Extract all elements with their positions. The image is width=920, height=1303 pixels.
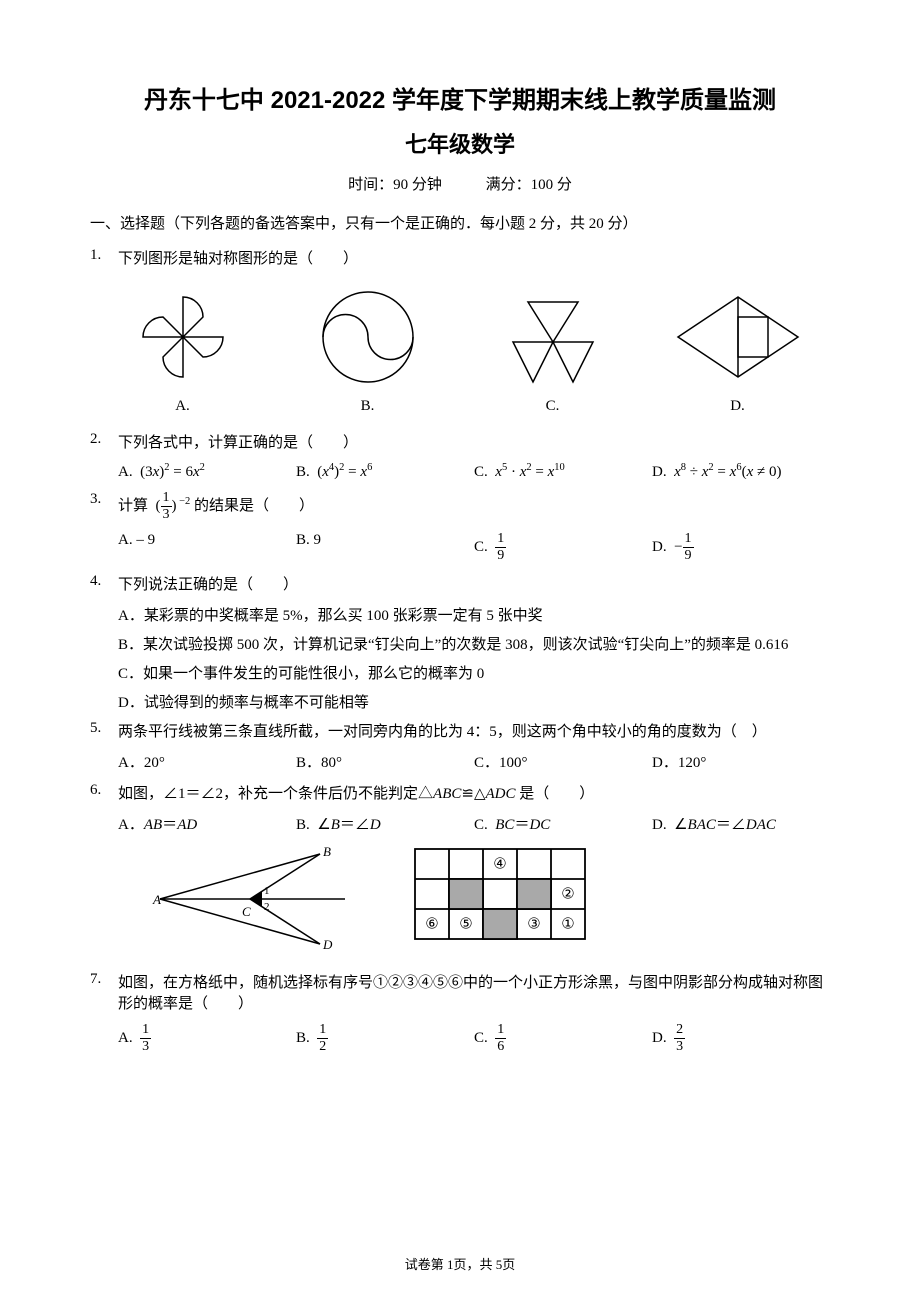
q7-opt-c: C. 16: [474, 1023, 652, 1054]
q6-stem: 如图，∠1＝∠2，补充一个条件后仍不能判定△ABC≌△ADC 是（ ）: [118, 782, 830, 803]
q2-num: 2.: [90, 431, 118, 452]
svg-text:D: D: [322, 937, 333, 952]
page-title-1: 丹东十七中 2021-2022 学年度下学期期末线上教学质量监测: [90, 80, 830, 115]
exam-fullmark: 满分：100 分: [486, 177, 572, 193]
q1-stem: 下列图形是轴对称图形的是（ ）: [118, 247, 830, 268]
q6-opt-b: B. ∠B＝∠D: [296, 813, 474, 834]
q1-label-c: C.: [460, 398, 645, 415]
q4-opt-b: B．某次试验投掷 500 次，计算机记录“钉尖向上”的次数是 308，则该次试验…: [118, 633, 830, 654]
grid-cell-1: ①: [561, 916, 574, 932]
question-5: 5. 两条平行线被第三条直线所截，一对同旁内角的比为 4：5，则这两个角中较小的…: [90, 720, 830, 741]
q6-options: A．AB＝AD B. ∠B＝∠D C. BC＝DC D. ∠BAC＝∠DAC: [118, 813, 830, 834]
q4-opt-d: D．试验得到的频率与概率不可能相等: [118, 691, 830, 712]
q7-stem: 如图，在方格纸中，随机选择标有序号①②③④⑤⑥中的一个小正方形涂黑，与图中阴影部…: [118, 971, 830, 1013]
svg-text:B: B: [323, 844, 331, 859]
question-4: 4. 下列说法正确的是（ ）: [90, 573, 830, 594]
q5-opt-c: C．100°: [474, 751, 652, 772]
q4-opt-a: A．某彩票的中奖概率是 5%，那么买 100 张彩票一定有 5 张中奖: [118, 604, 830, 625]
q7-num: 7.: [90, 971, 118, 1013]
q1-fig-a: [90, 282, 275, 392]
grid-cell-3: ③: [527, 916, 540, 932]
question-3: 3. 计算 (13) −2 的结果是（ ）: [90, 491, 830, 522]
q1-label-b: B.: [275, 398, 460, 415]
svg-text:A: A: [152, 892, 161, 907]
svg-text:C: C: [242, 904, 251, 919]
question-2: 2. 下列各式中，计算正确的是（ ）: [90, 431, 830, 452]
q5-stem: 两条平行线被第三条直线所截，一对同旁内角的比为 4：5，则这两个角中较小的角的度…: [118, 720, 830, 741]
q6-num: 6.: [90, 782, 118, 803]
q3-opt-d: D. −19: [652, 532, 830, 563]
question-1: 1. 下列图形是轴对称图形的是（ ）: [90, 247, 830, 268]
page-footer: 试卷第 1页，共 5页: [0, 1254, 920, 1273]
grid-cell-4: ④: [493, 856, 506, 872]
exam-time: 时间：90 分钟: [348, 177, 442, 193]
q2-opt-b: B. (x4)2 = x6: [296, 462, 474, 481]
svg-text:2: 2: [264, 901, 270, 913]
q7-opt-a: A. 13: [118, 1023, 296, 1054]
q5-num: 5.: [90, 720, 118, 741]
q2-options: A. (3x)2 = 6x2 B. (x4)2 = x6 C. x5 · x2 …: [118, 462, 830, 481]
q2-opt-a: A. (3x)2 = 6x2: [118, 462, 296, 481]
q6-opt-a: A．AB＝AD: [118, 813, 296, 834]
q5-options: A．20° B．80° C．100° D．120°: [118, 751, 830, 772]
q4-opt-c: C．如果一个事件发生的可能性很小，那么它的概率为 0: [118, 662, 830, 683]
q3-opt-c: C. 19: [474, 532, 652, 563]
q4-num: 4.: [90, 573, 118, 594]
q1-num: 1.: [90, 247, 118, 268]
q1-fig-c: [460, 282, 645, 392]
q1-fig-b: [275, 282, 460, 392]
q1-label-a: A.: [90, 398, 275, 415]
grid-cell-2: ②: [561, 886, 574, 902]
q3-stem: 计算 (13) −2 的结果是（ ）: [118, 491, 830, 522]
q5-opt-a: A．20°: [118, 751, 296, 772]
q3-opt-b: B. 9: [296, 532, 474, 563]
question-7: 7. 如图，在方格纸中，随机选择标有序号①②③④⑤⑥中的一个小正方形涂黑，与图中…: [90, 971, 830, 1013]
q2-stem: 下列各式中，计算正确的是（ ）: [118, 431, 830, 452]
q3-opt-a: A. – 9: [118, 532, 296, 563]
q5-opt-b: B．80°: [296, 751, 474, 772]
exam-meta: 时间：90 分钟 满分：100 分: [90, 173, 830, 194]
q6-opt-d: D. ∠BAC＝∠DAC: [652, 813, 830, 834]
q7-grid-figure: ④ ② ⑥ ⑤ ③ ①: [410, 844, 590, 959]
q3-options: A. – 9 B. 9 C. 19 D. −19: [118, 532, 830, 563]
q7-opt-b: B. 12: [296, 1023, 474, 1054]
q1-fig-d: [645, 282, 830, 392]
grid-cell-6: ⑥: [425, 916, 438, 932]
q7-options: A. 13 B. 12 C. 16 D. 23: [118, 1023, 830, 1054]
q6-opt-c: C. BC＝DC: [474, 813, 652, 834]
q1-labels: A. B. C. D.: [90, 398, 830, 415]
question-6: 6. 如图，∠1＝∠2，补充一个条件后仍不能判定△ABC≌△ADC 是（ ）: [90, 782, 830, 803]
q5-opt-d: D．120°: [652, 751, 830, 772]
q6-figures: A B D C 1 2: [150, 844, 830, 959]
q2-opt-d: D. x8 ÷ x2 = x6(x ≠ 0): [652, 462, 830, 481]
section-1-header: 一、选择题（下列各题的备选答案中，只有一个是正确的．每小题 2 分，共 20 分…: [90, 212, 830, 233]
q2-opt-c: C. x5 · x2 = x10: [474, 462, 652, 481]
page-title-2: 七年级数学: [90, 127, 830, 159]
q7-opt-d: D. 23: [652, 1023, 830, 1054]
q6-triangle-figure: A B D C 1 2: [150, 844, 350, 959]
q3-num: 3.: [90, 491, 118, 522]
q1-figures: [90, 282, 830, 392]
q1-label-d: D.: [645, 398, 830, 415]
exam-page: 丹东十七中 2021-2022 学年度下学期期末线上教学质量监测 七年级数学 时…: [0, 0, 920, 1303]
svg-text:1: 1: [264, 885, 270, 897]
grid-cell-5: ⑤: [459, 916, 472, 932]
q4-stem: 下列说法正确的是（ ）: [118, 573, 830, 594]
